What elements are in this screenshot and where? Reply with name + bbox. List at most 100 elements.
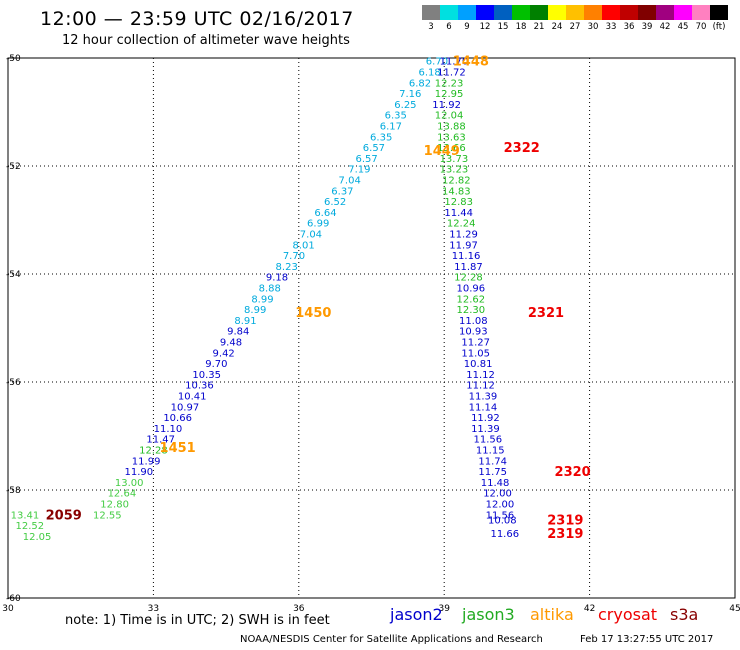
wave-height-point: 13.66: [437, 143, 466, 154]
wave-height-point: 11.14: [469, 402, 498, 413]
wave-height-point: 12.30: [457, 305, 486, 316]
color-scale-label: 18: [515, 22, 527, 32]
units-note: note: 1) Time is in UTC; 2) SWH is in fe…: [65, 613, 330, 628]
color-scale-label: 15: [497, 22, 509, 32]
wave-height-point: 11.99: [132, 456, 161, 467]
wave-height-point: 11.74: [478, 456, 507, 467]
color-swatch: [656, 5, 674, 20]
generation-timestamp: Feb 17 13:27:55 UTC 2017: [580, 634, 714, 645]
wave-height-point: 13.88: [437, 122, 466, 133]
wave-height-point: 10.41: [178, 392, 207, 403]
plot-frame: [7, 57, 736, 599]
wave-height-point: 8.01: [293, 240, 315, 251]
wave-height-point: 6.37: [331, 186, 353, 197]
wave-height-point: 6.82: [409, 78, 431, 89]
x-tick-label: 30: [2, 604, 14, 614]
wave-height-point: 11.08: [459, 316, 488, 327]
x-tick-label: 45: [729, 604, 740, 614]
wave-height-point: 12.23: [435, 78, 464, 89]
color-swatch: [548, 5, 566, 20]
wave-height-point: 11.70: [440, 57, 469, 68]
wave-height-point: 13.41: [11, 510, 40, 521]
wave-height-point: 11.56: [473, 435, 502, 446]
color-scale-label: 33: [605, 22, 617, 32]
color-scale-label: 3: [428, 22, 434, 32]
wave-height-point: 11.27: [461, 338, 490, 349]
wave-height-point: 8.23: [276, 262, 298, 273]
wave-height-point: 11.47: [146, 435, 175, 446]
wave-height-point: 12.05: [23, 532, 52, 543]
wave-height-point: 10.97: [171, 402, 200, 413]
wave-height-point: 6.25: [394, 100, 416, 111]
x-tick-label: 39: [438, 604, 450, 614]
color-scale-label: 6: [446, 22, 452, 32]
wave-height-point: 10.35: [192, 370, 221, 381]
color-swatch: [440, 5, 458, 20]
page-subtitle: 12 hour collection of altimeter wave hei…: [62, 33, 350, 48]
wave-height-point: 12.04: [435, 111, 464, 122]
wave-height-point: 11.39: [471, 424, 500, 435]
wave-height-point: 9.70: [205, 359, 227, 370]
wave-height-point: 11.12: [466, 381, 495, 392]
wave-height-point: 11.66: [490, 529, 519, 540]
color-scale-bar: [422, 5, 728, 20]
wave-height-point: 11.92: [432, 100, 461, 111]
color-scale-label: 45: [677, 22, 689, 32]
color-scale-label: 39: [641, 22, 653, 32]
wave-height-point: 7.70: [283, 251, 305, 262]
wave-height-point: 7.19: [348, 165, 370, 176]
pass-time-label: 2322: [504, 141, 540, 156]
color-scale-label: 42: [659, 22, 671, 32]
wave-height-point: 10.81: [464, 359, 493, 370]
color-swatch: [620, 5, 638, 20]
wave-height-point: 13.23: [440, 165, 469, 176]
wave-height-point: 14.83: [442, 186, 471, 197]
pass-time-label: 2321: [528, 306, 564, 321]
wave-height-point: 8.88: [259, 284, 281, 295]
color-swatch: [494, 5, 512, 20]
wave-height-point: 8.99: [244, 305, 266, 316]
color-swatch: [476, 5, 494, 20]
legend-jason2: jason2: [390, 605, 443, 624]
color-scale-label: 27: [569, 22, 581, 32]
y-tick-label: -52: [6, 162, 21, 172]
wave-height-point: 11.05: [461, 348, 490, 359]
wave-height-point: 12.64: [108, 489, 137, 500]
wave-height-point: 8.91: [234, 316, 256, 327]
wave-height-point: 6.70: [426, 57, 448, 68]
wave-height-point: 6.99: [307, 219, 329, 230]
wave-height-point: 9.84: [227, 327, 249, 338]
pass-time-label: 1449: [424, 144, 460, 159]
wave-height-point: 12.95: [435, 89, 464, 100]
color-swatch: [674, 5, 692, 20]
wave-height-point: 6.17: [380, 122, 402, 133]
y-tick-label: -56: [6, 378, 21, 388]
wave-height-point: 11.44: [444, 208, 473, 219]
wave-height-point: 11.39: [469, 392, 498, 403]
color-scale-label: 24: [551, 22, 563, 32]
wave-height-point: 7.04: [339, 176, 361, 187]
wave-height-point: 11.97: [449, 240, 478, 251]
color-swatch: [566, 5, 584, 20]
wave-height-point: 12.55: [93, 510, 122, 521]
color-scale-label: 21: [533, 22, 545, 32]
wave-height-point: 12.80: [100, 500, 129, 511]
wave-height-point: 11.90: [125, 467, 154, 478]
wave-height-point: 13.73: [440, 154, 469, 165]
page-title: 12:00 — 23:59 UTC 02/16/2017: [40, 8, 354, 30]
pass-time-label: 2059: [46, 508, 82, 523]
footer-credit: NOAA/NESDIS Center for Satellite Applica…: [240, 634, 543, 645]
wave-height-point: 9.18: [266, 273, 288, 284]
wave-height-point: 9.48: [220, 338, 242, 349]
color-scale-label: (ft): [712, 22, 726, 32]
color-swatch: [602, 5, 620, 20]
color-swatch: [422, 5, 440, 20]
wave-height-point: 11.92: [471, 413, 500, 424]
wave-height-point: 11.72: [437, 68, 466, 79]
x-tick-label: 33: [148, 604, 159, 614]
wave-height-point: 11.12: [466, 370, 495, 381]
wave-height-point: 6.35: [370, 132, 392, 143]
wave-height-point: 11.48: [481, 478, 510, 489]
color-scale-label: 9: [464, 22, 470, 32]
